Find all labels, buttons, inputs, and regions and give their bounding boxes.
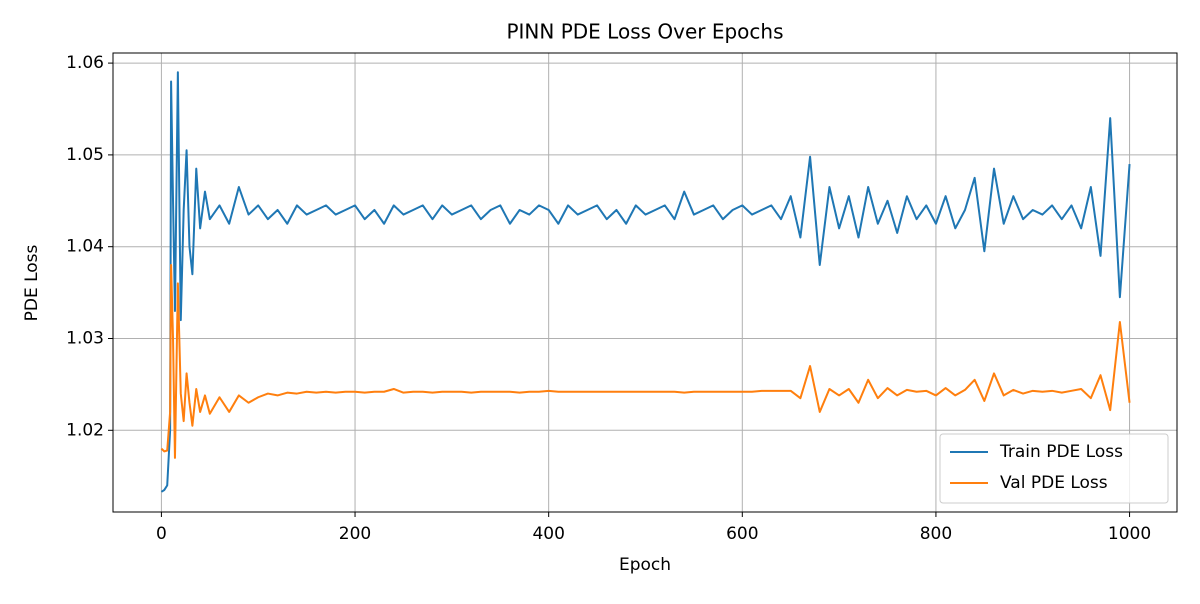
y-tick-label: 1.03 [66,328,104,348]
x-tick-label: 200 [339,524,371,544]
grid: 0 200 400 600 800 1000 1.02 1.03 1.04 1.05 1.06 [66,53,1177,544]
y-tick-label: 1.06 [66,53,104,73]
x-tick-label: 800 [920,524,952,544]
y-tick-label: 1.02 [66,420,104,440]
x-axis-label: Epoch [619,555,671,575]
x-tick-label: 0 [156,524,167,544]
plot-lines [160,71,1131,493]
data-line [160,264,1131,459]
legend-label: Val PDE Loss [1000,473,1108,493]
plot-frame [112,52,1178,513]
y-tick-label: 1.05 [66,145,104,165]
x-tick-label: 600 [726,524,758,544]
legend-label: Train PDE Loss [999,442,1123,462]
chart-title: PINN PDE Loss Over Epochs [506,20,783,44]
legend-box [939,433,1169,504]
y-tick-label: 1.04 [66,237,104,257]
legend: Train PDE Loss Val PDE Loss [939,433,1169,504]
x-tick-label: 400 [532,524,564,544]
y-axis-label: PDE Loss [22,244,42,321]
data-line [160,71,1131,493]
x-tick-label: 1000 [1108,524,1151,544]
